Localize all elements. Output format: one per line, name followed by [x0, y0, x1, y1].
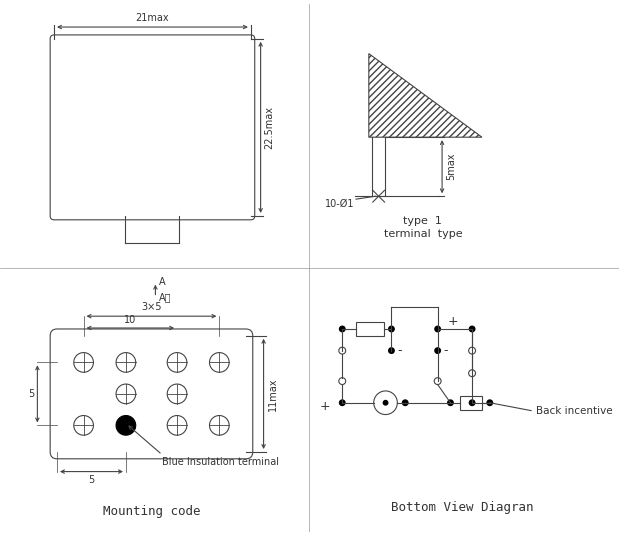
Circle shape — [469, 370, 476, 377]
Circle shape — [339, 378, 346, 384]
Circle shape — [447, 399, 454, 406]
Text: 5: 5 — [28, 389, 35, 399]
Text: 3×5: 3×5 — [141, 302, 162, 312]
Text: 22.5max: 22.5max — [265, 106, 275, 149]
Text: -: - — [443, 344, 448, 357]
Circle shape — [339, 325, 346, 332]
Text: 11max: 11max — [267, 377, 277, 411]
Text: 5: 5 — [88, 474, 94, 485]
Text: type  1: type 1 — [403, 216, 442, 226]
Text: A: A — [159, 277, 166, 287]
Text: 10-Ø1: 10-Ø1 — [325, 199, 354, 209]
Text: terminal  type: terminal type — [384, 229, 462, 239]
Circle shape — [402, 399, 409, 406]
Circle shape — [469, 347, 476, 354]
Text: -: - — [398, 344, 402, 357]
Text: A向: A向 — [159, 293, 172, 302]
Circle shape — [434, 347, 441, 354]
Circle shape — [339, 399, 346, 406]
Text: 21max: 21max — [136, 13, 169, 23]
Circle shape — [434, 325, 441, 332]
Circle shape — [486, 399, 493, 406]
Circle shape — [382, 400, 389, 406]
Bar — [460, 396, 482, 410]
Text: Blue Insulation terminal: Blue Insulation terminal — [162, 457, 279, 467]
Circle shape — [469, 399, 476, 406]
Text: Bottom View Diagran: Bottom View Diagran — [391, 501, 533, 514]
Circle shape — [469, 325, 476, 332]
Bar — [356, 322, 384, 336]
Text: Mounting code: Mounting code — [103, 505, 200, 518]
Circle shape — [116, 415, 136, 435]
Text: 5max: 5max — [446, 153, 456, 181]
Polygon shape — [369, 54, 482, 137]
Text: +: + — [320, 400, 330, 413]
Circle shape — [339, 347, 346, 354]
Text: +: + — [447, 315, 458, 327]
Text: Back incentive: Back incentive — [536, 406, 613, 415]
Circle shape — [388, 347, 395, 354]
Text: 10: 10 — [124, 315, 136, 325]
Circle shape — [388, 325, 395, 332]
Circle shape — [434, 378, 441, 384]
